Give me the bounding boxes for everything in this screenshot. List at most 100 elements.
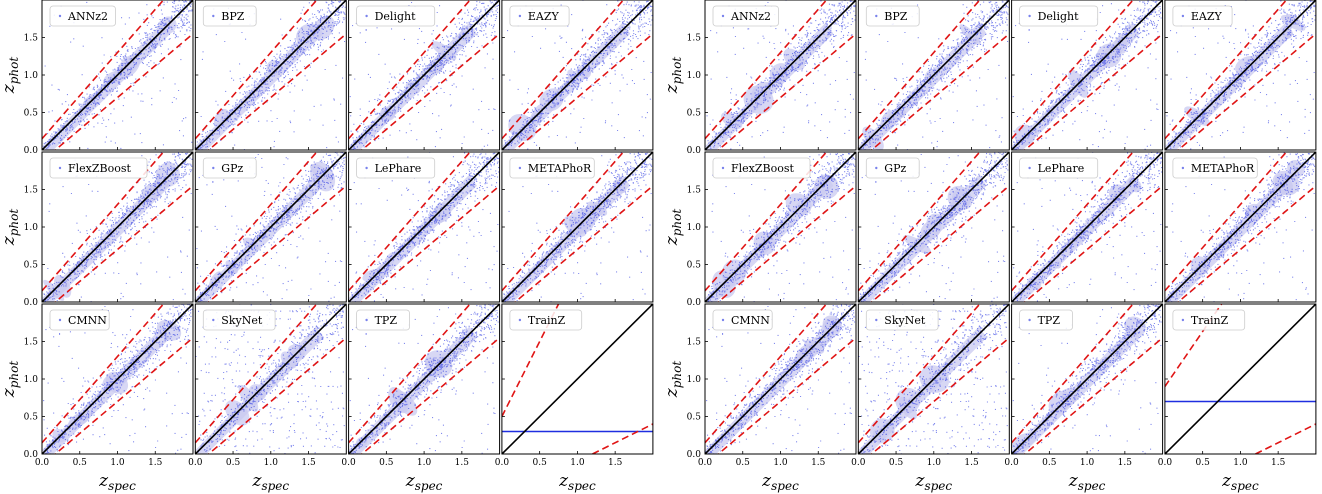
legend-box xyxy=(49,5,116,27)
x-tick-label: 1.0 xyxy=(1233,458,1248,468)
legend-box xyxy=(509,5,570,27)
x-tick-label: 1.5 xyxy=(964,458,979,468)
panel-trainz-left: TrainZ 0.0 0.5 1.0 1.5 zspec xyxy=(495,303,654,493)
identity-line xyxy=(42,0,193,150)
legend-label: Delight xyxy=(1038,10,1079,23)
plot-area xyxy=(501,152,653,302)
panel-bpz-right: BPZ xyxy=(857,0,1010,151)
x-tick-label: 1.0 xyxy=(417,458,432,468)
legend: METAPhoR xyxy=(1172,157,1258,179)
legend-label: CMNN xyxy=(68,314,107,327)
x-tick-label: 1.5 xyxy=(811,458,826,468)
legend: TrainZ xyxy=(509,309,583,331)
plot-area xyxy=(1011,152,1163,302)
x-tick-label: 0.5 xyxy=(226,458,241,468)
plot-area xyxy=(195,304,347,454)
y-tick-label: 1.0 xyxy=(24,375,39,385)
x-tick-label: 1.0 xyxy=(927,458,942,468)
ticks xyxy=(1164,37,1279,151)
legend-marker xyxy=(365,166,368,170)
plot-area xyxy=(42,304,193,454)
x-tick-label: 0.0 xyxy=(341,458,356,468)
plot-area xyxy=(705,304,856,454)
legend: TPZ xyxy=(356,309,410,331)
outlier-bound-upper xyxy=(195,0,318,140)
legend-box xyxy=(356,5,436,27)
outlier-bound-lower xyxy=(592,423,653,454)
panel-skynet-right: SkyNet 0.0 0.5 1.0 1.5 zspec xyxy=(851,303,1010,493)
identity-line xyxy=(501,152,653,302)
panel-annz2-left: ANNz2 0.0 0.5 1.0 1.5 zphot xyxy=(0,0,194,156)
x-tick-label: 1.0 xyxy=(110,458,125,468)
identity-line xyxy=(705,152,856,302)
legend-label: TrainZ xyxy=(528,314,566,327)
legend-marker xyxy=(1181,318,1185,322)
x-tick-label: 0.5 xyxy=(1042,458,1057,468)
ticks: 0.0 0.5 1.0 1.5 xyxy=(24,34,156,156)
outlier-bound-upper xyxy=(348,0,472,140)
outlier-bound-upper xyxy=(1011,304,1135,444)
y-tick-label: 0.0 xyxy=(687,298,702,308)
plot-area xyxy=(348,0,500,150)
identity-line xyxy=(42,304,193,454)
legend: LePhare xyxy=(356,157,436,179)
legend-box xyxy=(202,157,257,179)
legend-marker xyxy=(518,14,522,18)
legend-marker xyxy=(58,318,62,322)
legend-marker xyxy=(1028,318,1031,322)
outlier-bound-upper xyxy=(195,152,318,292)
panel-lephare-right: LePhare xyxy=(1011,151,1164,303)
legend-label: EAZY xyxy=(528,10,560,23)
y-tick-label: 1.5 xyxy=(687,186,702,196)
legend: ANNz2 xyxy=(49,5,116,27)
outlier-bound-upper xyxy=(42,0,165,140)
legend-marker xyxy=(1028,166,1031,170)
plot-area xyxy=(348,304,500,454)
plot-area xyxy=(501,0,653,150)
identity-line xyxy=(705,304,856,454)
x-tick-label: 0.5 xyxy=(1195,458,1210,468)
legend-marker xyxy=(365,14,368,18)
legend-label: TPZ xyxy=(375,314,398,327)
x-tick-label: 0.0 xyxy=(1158,458,1173,468)
legend: CMNN xyxy=(712,309,773,331)
outlier-bound-upper xyxy=(858,152,981,292)
plot-area xyxy=(858,0,1010,150)
legend: Delight xyxy=(356,5,436,27)
scatter-points xyxy=(349,152,500,302)
panel-tpz-left: TPZ 0.0 0.5 1.0 1.5 zspec xyxy=(341,303,501,493)
legend-label: SkyNet xyxy=(884,314,926,327)
ticks xyxy=(501,189,616,303)
outlier-bound-upper xyxy=(1164,152,1288,292)
outlier-bound-upper xyxy=(858,304,981,444)
identity-line xyxy=(1164,0,1316,150)
x-tick-label: 0.5 xyxy=(379,458,394,468)
plot-area xyxy=(1011,0,1163,150)
legend: EAZY xyxy=(1172,5,1233,27)
legend-label: METAPhoR xyxy=(1191,162,1255,175)
outlier-bound-upper xyxy=(348,152,472,292)
legend-label: LePhare xyxy=(1038,162,1085,175)
panel-flexzboost-right: FlexZBoost 0.0 0.5 1.0 1.5 zphot xyxy=(662,151,857,308)
x-tick-label: 0.0 xyxy=(698,458,713,468)
legend: SkyNet xyxy=(202,309,276,331)
panel-gpz-left: GPz xyxy=(194,151,347,303)
ticks: 0.0 0.5 1.0 1.5 xyxy=(341,341,469,468)
x-tick-label: 1.0 xyxy=(570,458,585,468)
legend-marker xyxy=(1181,14,1185,18)
y-tick-label: 1.0 xyxy=(687,375,702,385)
legend-marker xyxy=(1028,14,1031,18)
ticks xyxy=(194,189,309,303)
legend-label: GPz xyxy=(221,162,243,175)
outlier-bound-upper xyxy=(858,0,981,140)
y-tick-label: 1.0 xyxy=(687,71,702,81)
ticks: 0.0 0.5 1.0 1.5 xyxy=(1158,341,1286,468)
legend-box xyxy=(356,157,436,179)
ticks xyxy=(857,37,972,151)
legend-marker xyxy=(518,318,522,322)
panel-trainz-right: TrainZ 0.0 0.5 1.0 1.5 zspec xyxy=(1158,303,1317,493)
x-axis-label: zspec xyxy=(1068,471,1106,493)
identity-line xyxy=(195,0,347,150)
ticks xyxy=(194,37,309,151)
plot-area xyxy=(1164,152,1316,302)
